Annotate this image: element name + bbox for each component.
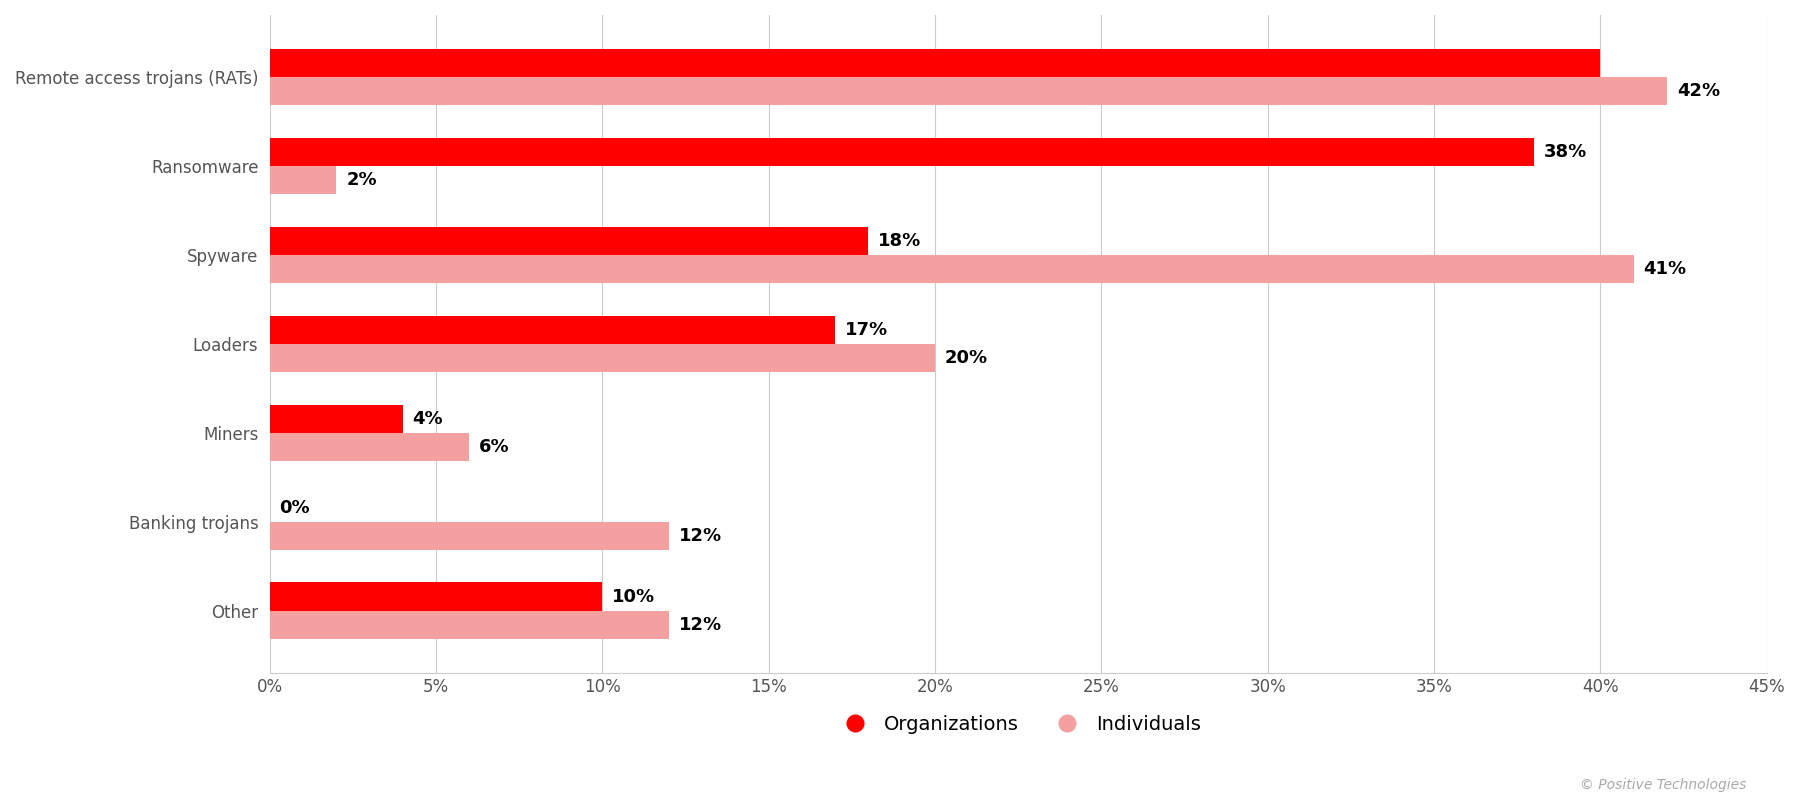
Bar xyxy=(270,522,670,550)
Bar xyxy=(270,138,1534,166)
Bar xyxy=(270,49,1600,78)
Text: 41%: 41% xyxy=(1643,260,1687,278)
Text: 20%: 20% xyxy=(945,349,988,367)
Bar xyxy=(270,433,470,461)
Text: 2%: 2% xyxy=(346,171,376,189)
Text: 38%: 38% xyxy=(1544,143,1588,161)
Text: 12%: 12% xyxy=(679,616,722,634)
Bar xyxy=(270,316,835,344)
Text: © Positive Technologies: © Positive Technologies xyxy=(1580,778,1746,792)
Bar xyxy=(270,78,1667,106)
Bar xyxy=(270,166,337,194)
Text: 0%: 0% xyxy=(279,498,310,517)
Bar xyxy=(270,610,670,638)
Bar xyxy=(270,344,934,372)
Text: 10%: 10% xyxy=(612,587,655,606)
Text: 12%: 12% xyxy=(679,526,722,545)
Text: 18%: 18% xyxy=(878,232,922,250)
Text: 4%: 4% xyxy=(412,410,443,428)
Text: 42%: 42% xyxy=(1678,82,1721,100)
Text: 17%: 17% xyxy=(846,321,887,339)
Bar xyxy=(270,227,868,255)
Text: 6%: 6% xyxy=(479,438,509,456)
Bar xyxy=(270,582,603,610)
Legend: Organizations, Individuals: Organizations, Individuals xyxy=(828,707,1210,742)
Bar xyxy=(270,405,403,433)
Bar xyxy=(270,255,1634,283)
